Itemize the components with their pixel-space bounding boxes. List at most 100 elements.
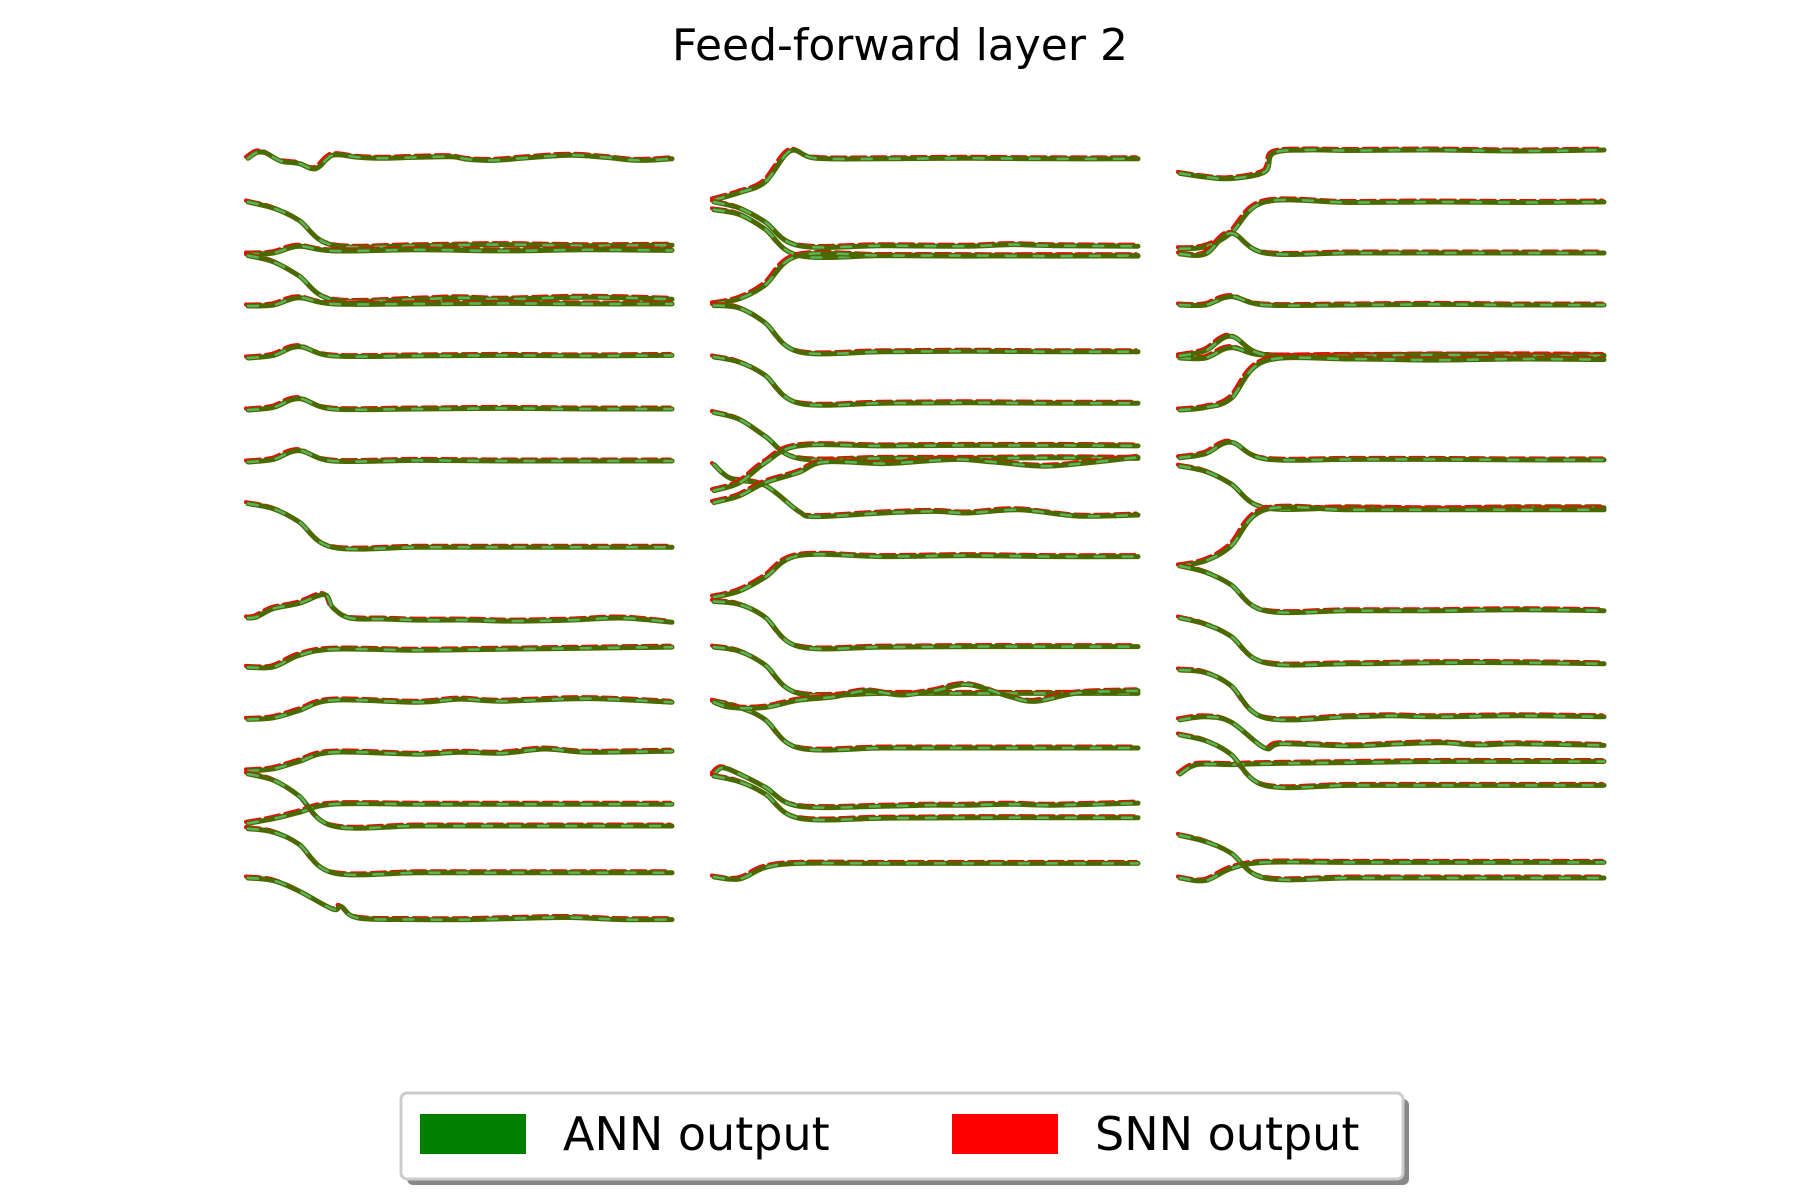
ann-trace-1-9 <box>711 442 1141 494</box>
ann-trace-1-13 <box>711 698 1141 753</box>
ann-overlay-0-12 <box>246 747 674 773</box>
ann-overlay-1-11 <box>712 600 1140 651</box>
ann-overlay-1-5 <box>712 355 1140 407</box>
ann-trace-2-10 <box>1177 563 1607 616</box>
ann-overlay-0-15 <box>246 827 674 877</box>
ann-trace-1-5 <box>711 354 1141 408</box>
ann-overlay-2-3 <box>1178 295 1606 307</box>
ann-trace-1-3 <box>711 250 1141 307</box>
ann-trace-2-13 <box>1177 714 1607 752</box>
ann-overlay-1-3 <box>712 252 1140 306</box>
snn-trace-2-10 <box>1176 562 1604 614</box>
ann-overlay-1-7 <box>712 463 1140 518</box>
ann-trace-0-8 <box>245 501 675 552</box>
ann-overlay-0-0 <box>246 150 674 171</box>
snn-trace-1-10 <box>710 550 1138 598</box>
snn-trace-0-15 <box>244 825 672 876</box>
ann-overlay-2-5 <box>1178 334 1606 358</box>
ann-trace-2-8 <box>1177 463 1607 512</box>
ann-overlay-0-1 <box>246 200 674 249</box>
ann-overlay-0-11 <box>246 697 674 721</box>
ann-trace-2-6 <box>1177 355 1607 413</box>
ann-overlay-1-0 <box>712 148 1140 202</box>
ann-trace-2-7 <box>1177 439 1607 463</box>
snn-trace-1-7 <box>710 461 1138 518</box>
ann-overlay-0-13 <box>246 802 674 825</box>
snn-trace-0-14 <box>244 770 672 829</box>
ann-overlay-1-17 <box>712 861 1140 881</box>
ann-trace-1-15 <box>711 765 1141 811</box>
ann-overlay-2-15 <box>1178 733 1606 789</box>
ann-overlay-0-6 <box>246 397 674 412</box>
ann-overlay-2-8 <box>1178 464 1606 511</box>
ann-overlay-1-14 <box>712 683 1140 710</box>
ann-overlay-2-7 <box>1178 440 1606 462</box>
snn-trace-1-4 <box>710 302 1138 355</box>
ann-overlay-2-1 <box>1178 198 1606 251</box>
ann-overlay-1-8 <box>712 456 1140 504</box>
ann-trace-2-11 <box>1177 615 1607 668</box>
ann-overlay-0-8 <box>246 502 674 551</box>
legend-swatch-ann <box>420 1114 526 1154</box>
ann-trace-1-12 <box>711 644 1141 699</box>
ann-trace-2-17 <box>1177 832 1607 883</box>
legend-label-snn: SNN output <box>1095 1107 1359 1161</box>
ann-overlay-0-5 <box>246 345 674 360</box>
legend-label-ann: ANN output <box>563 1107 830 1161</box>
ann-overlay-1-6 <box>712 411 1140 462</box>
ann-trace-0-15 <box>245 826 675 878</box>
ann-overlay-1-4 <box>712 304 1140 356</box>
snn-trace-0-3 <box>244 252 672 302</box>
snn-trace-1-12 <box>710 643 1138 697</box>
ann-overlay-2-10 <box>1178 564 1606 614</box>
chart-title: Feed-forward layer 2 <box>672 20 1128 71</box>
legend-swatch-snn <box>952 1114 1058 1154</box>
snn-trace-1-5 <box>710 353 1138 406</box>
ann-overlay-1-12 <box>712 645 1140 697</box>
ann-trace-0-10 <box>245 644 675 671</box>
ann-overlay-2-6 <box>1178 356 1606 412</box>
ann-trace-1-4 <box>711 303 1141 357</box>
ann-overlay-1-9 <box>712 443 1140 492</box>
ann-trace-2-0 <box>1177 147 1607 182</box>
ann-trace-0-16 <box>245 875 675 923</box>
ann-overlay-2-12 <box>1178 668 1606 722</box>
ann-trace-2-9 <box>1177 504 1607 569</box>
ann-trace-1-14 <box>711 681 1141 711</box>
ann-overlay-0-16 <box>246 876 674 922</box>
ann-overlay-1-13 <box>712 699 1140 752</box>
snn-trace-2-11 <box>1176 614 1604 666</box>
ann-overlay-0-2 <box>246 244 674 256</box>
ann-overlay-2-2 <box>1178 231 1606 257</box>
ann-trace-0-1 <box>245 199 675 250</box>
ann-overlay-2-9 <box>1178 505 1606 568</box>
ann-overlay-1-2 <box>712 208 1140 259</box>
snn-trace-1-3 <box>710 249 1138 305</box>
ann-overlay-0-4 <box>246 296 674 308</box>
legend-frame <box>399 1091 1405 1181</box>
ann-trace-1-10 <box>711 551 1141 600</box>
ann-trace-2-5 <box>1177 333 1607 360</box>
ann-overlay-2-11 <box>1178 616 1606 667</box>
legend: ANN output SNN output <box>399 1091 1409 1185</box>
snn-trace-1-11 <box>710 597 1138 650</box>
ann-overlay-1-1 <box>712 200 1140 249</box>
ann-overlay-0-14 <box>246 772 674 830</box>
snn-trace-2-12 <box>1176 666 1604 721</box>
ann-trace-1-11 <box>711 598 1141 652</box>
snn-trace-0-1 <box>244 198 672 248</box>
panels <box>244 146 1607 923</box>
snn-trace-2-17 <box>1176 831 1604 881</box>
ann-overlay-2-16 <box>1178 860 1606 883</box>
ann-overlay-1-10 <box>712 553 1140 599</box>
snn-trace-2-8 <box>1176 462 1604 510</box>
ann-overlay-0-9 <box>246 593 674 624</box>
ann-overlay-2-17 <box>1178 834 1606 882</box>
ann-overlay-0-10 <box>246 645 674 670</box>
ann-overlay-1-16 <box>712 774 1140 822</box>
ann-overlay-0-7 <box>246 449 674 464</box>
snn-trace-1-15 <box>710 764 1138 809</box>
ann-overlay-2-14 <box>1178 760 1606 776</box>
snn-trace-0-8 <box>244 500 672 550</box>
